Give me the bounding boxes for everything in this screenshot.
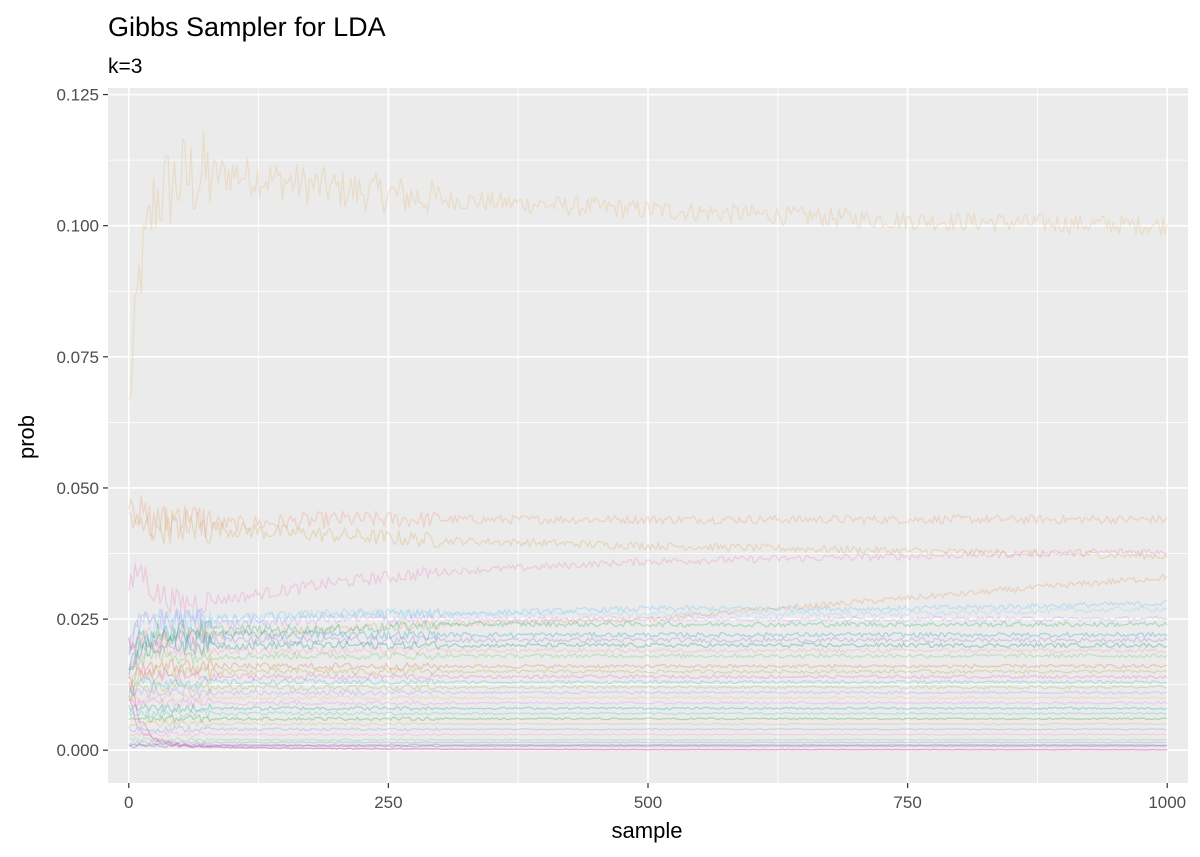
y-tick-label: 0.075 [56, 348, 99, 367]
series-line [128, 618, 1168, 671]
series-line [128, 691, 1168, 704]
y-axis-ticks: 0.000 0.025 0.050 0.075 0.100 0.125 [56, 86, 108, 760]
series-line [128, 573, 1168, 652]
y-tick-label: 0.100 [56, 217, 99, 236]
y-tick-label: 0.025 [56, 610, 99, 629]
chart-title: Gibbs Sampler for LDA [108, 12, 386, 42]
series-line [128, 743, 1168, 749]
series-line [128, 640, 1168, 680]
series-line [128, 600, 1168, 654]
series-line [128, 607, 1168, 649]
series-line [128, 507, 1168, 561]
major-gridlines [108, 88, 1188, 783]
series-line [128, 130, 1168, 401]
y-axis-title: prob [14, 415, 39, 459]
series-line [128, 625, 1168, 671]
series-line [128, 605, 1168, 670]
x-axis-ticks: 0 250 500 750 1000 [124, 783, 1186, 812]
y-tick-label: 0.050 [56, 479, 99, 498]
series-line [128, 697, 1168, 709]
y-tick-label: 0.000 [56, 741, 99, 760]
series-line [128, 737, 1168, 743]
series-line [128, 697, 1168, 751]
series-line [128, 708, 1168, 719]
x-tick-label: 750 [893, 793, 921, 812]
series-line [128, 635, 1168, 675]
series-line [128, 495, 1168, 540]
series-line [128, 675, 1168, 697]
y-tick-label: 0.125 [56, 86, 99, 105]
series-line [128, 636, 1168, 683]
x-tick-label: 500 [634, 793, 662, 812]
series-line [128, 720, 1168, 728]
chart-subtitle: k=3 [108, 55, 142, 78]
series-line [128, 675, 1168, 751]
series-line [128, 685, 1168, 699]
series-line [128, 714, 1168, 724]
series-line [128, 548, 1168, 614]
series-line [128, 658, 1168, 692]
series-lines [128, 130, 1168, 751]
series-line [128, 663, 1168, 700]
x-tick-label: 0 [124, 793, 133, 812]
series-line [128, 739, 1168, 745]
series-line [128, 742, 1168, 748]
series-line [128, 629, 1168, 656]
series-line [128, 680, 1168, 702]
series-line [128, 647, 1168, 693]
x-tick-label: 1000 [1148, 793, 1186, 812]
series-line [128, 703, 1168, 713]
x-axis-title: sample [612, 818, 683, 843]
series-line [128, 726, 1168, 733]
series-line [128, 731, 1168, 738]
x-tick-label: 250 [374, 793, 402, 812]
